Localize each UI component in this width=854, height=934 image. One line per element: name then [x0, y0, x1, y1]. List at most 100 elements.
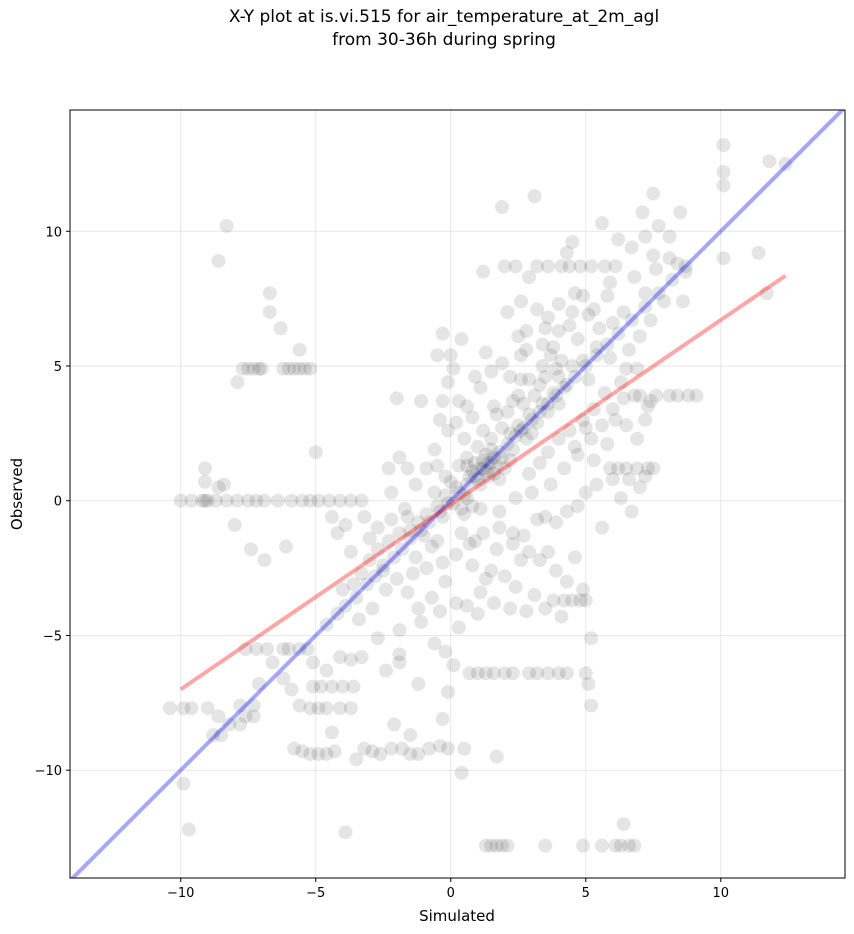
data-point	[462, 536, 477, 551]
data-point	[333, 701, 348, 716]
data-point	[389, 571, 404, 586]
data-point	[330, 606, 345, 621]
data-point	[578, 593, 593, 608]
data-point	[351, 612, 366, 627]
data-point	[478, 464, 493, 479]
data-point	[538, 321, 553, 336]
data-point	[551, 369, 566, 384]
data-point	[621, 342, 636, 357]
data-point	[489, 458, 504, 473]
data-point	[540, 259, 555, 274]
data-point	[449, 480, 464, 495]
data-point	[492, 504, 507, 519]
data-point	[432, 604, 447, 619]
data-point	[565, 593, 580, 608]
data-point	[354, 566, 369, 581]
data-point	[476, 461, 491, 476]
data-point	[457, 431, 472, 446]
data-point	[400, 509, 415, 524]
data-point	[381, 534, 396, 549]
data-point	[306, 679, 321, 694]
data-point	[486, 666, 501, 681]
data-point	[638, 469, 653, 484]
data-point	[627, 388, 642, 403]
data-point	[403, 523, 418, 538]
data-point	[176, 701, 191, 716]
data-point	[449, 547, 464, 562]
data-point	[235, 361, 250, 376]
data-point	[343, 701, 358, 716]
data-point	[632, 480, 647, 495]
data-point	[522, 270, 537, 285]
data-point	[333, 650, 348, 665]
y-tick-label: −5	[43, 629, 62, 644]
data-point	[716, 178, 731, 193]
data-point	[513, 372, 528, 387]
data-point	[500, 437, 515, 452]
data-point	[473, 461, 488, 476]
data-point	[584, 631, 599, 646]
data-point	[459, 491, 474, 506]
data-point	[581, 307, 596, 322]
data-point	[349, 590, 364, 605]
data-point	[468, 534, 483, 549]
data-point	[484, 456, 499, 471]
data-point	[478, 447, 493, 462]
y-tick-label: 10	[45, 225, 62, 240]
data-point	[559, 377, 574, 392]
data-point	[468, 456, 483, 471]
data-point	[195, 493, 210, 508]
data-point	[594, 838, 609, 853]
data-point	[605, 472, 620, 487]
data-point	[346, 577, 361, 592]
y-tick-label: −10	[35, 764, 62, 779]
data-point	[535, 337, 550, 352]
data-point	[600, 337, 615, 352]
data-point	[584, 698, 599, 713]
data-point	[562, 423, 577, 438]
data-point	[562, 259, 577, 274]
data-point	[430, 534, 445, 549]
data-point	[551, 396, 566, 411]
data-point	[432, 412, 447, 427]
data-point	[324, 679, 339, 694]
data-point	[279, 539, 294, 554]
data-point	[570, 499, 585, 514]
data-point	[559, 504, 574, 519]
data-point	[632, 329, 647, 344]
data-point	[632, 388, 647, 403]
data-point	[530, 666, 545, 681]
data-point	[422, 515, 437, 530]
data-point	[281, 361, 296, 376]
data-point	[762, 154, 777, 169]
data-point	[441, 685, 456, 700]
data-point	[468, 369, 483, 384]
data-point	[651, 218, 666, 233]
data-point	[303, 361, 318, 376]
data-point	[322, 493, 337, 508]
data-point	[408, 550, 423, 565]
y-tick-label: 0	[54, 495, 62, 510]
data-point	[630, 431, 645, 446]
data-point	[162, 701, 177, 716]
data-point	[233, 698, 248, 713]
data-point	[384, 512, 399, 527]
data-point	[638, 229, 653, 244]
data-point	[357, 509, 372, 524]
x-tick-label: 0	[447, 886, 455, 901]
data-point	[227, 517, 242, 532]
data-point	[319, 701, 334, 716]
data-point	[567, 369, 582, 384]
y-axis-label: Observed	[8, 458, 26, 530]
data-point	[578, 485, 593, 500]
chart-title-line-1: X-Y plot at is.vi.515 for air_temperatur…	[228, 7, 660, 27]
data-point	[589, 340, 604, 355]
data-point	[522, 544, 537, 559]
data-point	[470, 472, 485, 487]
data-point	[675, 294, 690, 309]
data-point	[584, 431, 599, 446]
data-point	[640, 399, 655, 414]
data-point	[513, 294, 528, 309]
data-point	[492, 520, 507, 535]
data-point	[422, 741, 437, 756]
